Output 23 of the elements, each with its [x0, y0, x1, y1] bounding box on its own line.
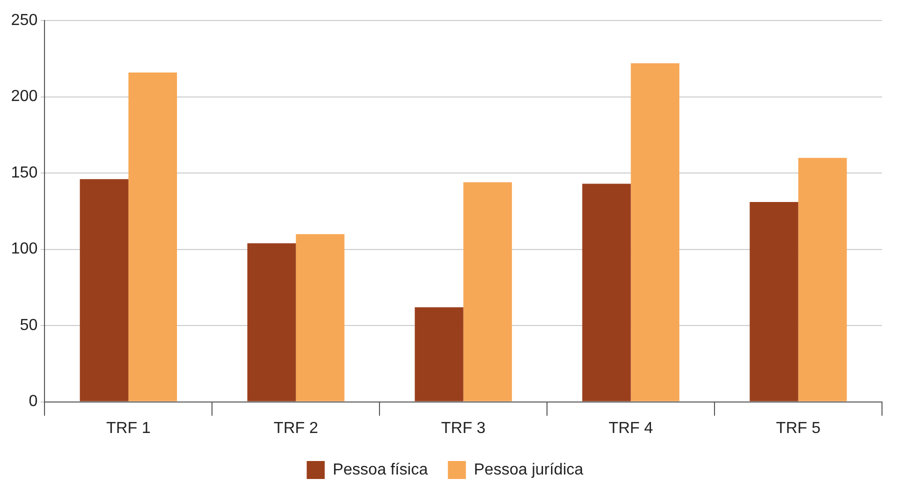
x-tick-label: TRF 5 — [776, 420, 821, 437]
x-tick-label: TRF 3 — [441, 420, 486, 437]
x-tick-label: TRF 1 — [106, 420, 151, 437]
bar — [630, 63, 680, 402]
y-tick-label: 150 — [10, 164, 38, 182]
legend-label: Pessoa física — [332, 461, 428, 478]
legend-label: Pessoa jurídica — [474, 461, 584, 478]
bar — [80, 179, 128, 402]
bar — [798, 158, 847, 402]
y-tick-label: 0 — [28, 393, 38, 410]
y-tick-label: 200 — [10, 88, 38, 106]
y-tick-label: 250 — [10, 12, 38, 30]
y-tick-label: 100 — [10, 240, 38, 258]
bar — [128, 72, 177, 402]
bar — [296, 234, 344, 402]
y-tick-label: 50 — [20, 316, 38, 334]
x-tick-label: TRF 4 — [608, 420, 654, 437]
bar — [414, 307, 464, 402]
bar — [750, 202, 798, 402]
bar — [463, 182, 512, 402]
bar — [582, 184, 631, 402]
x-tick-label: TRF 2 — [274, 420, 318, 437]
bar — [247, 243, 296, 402]
